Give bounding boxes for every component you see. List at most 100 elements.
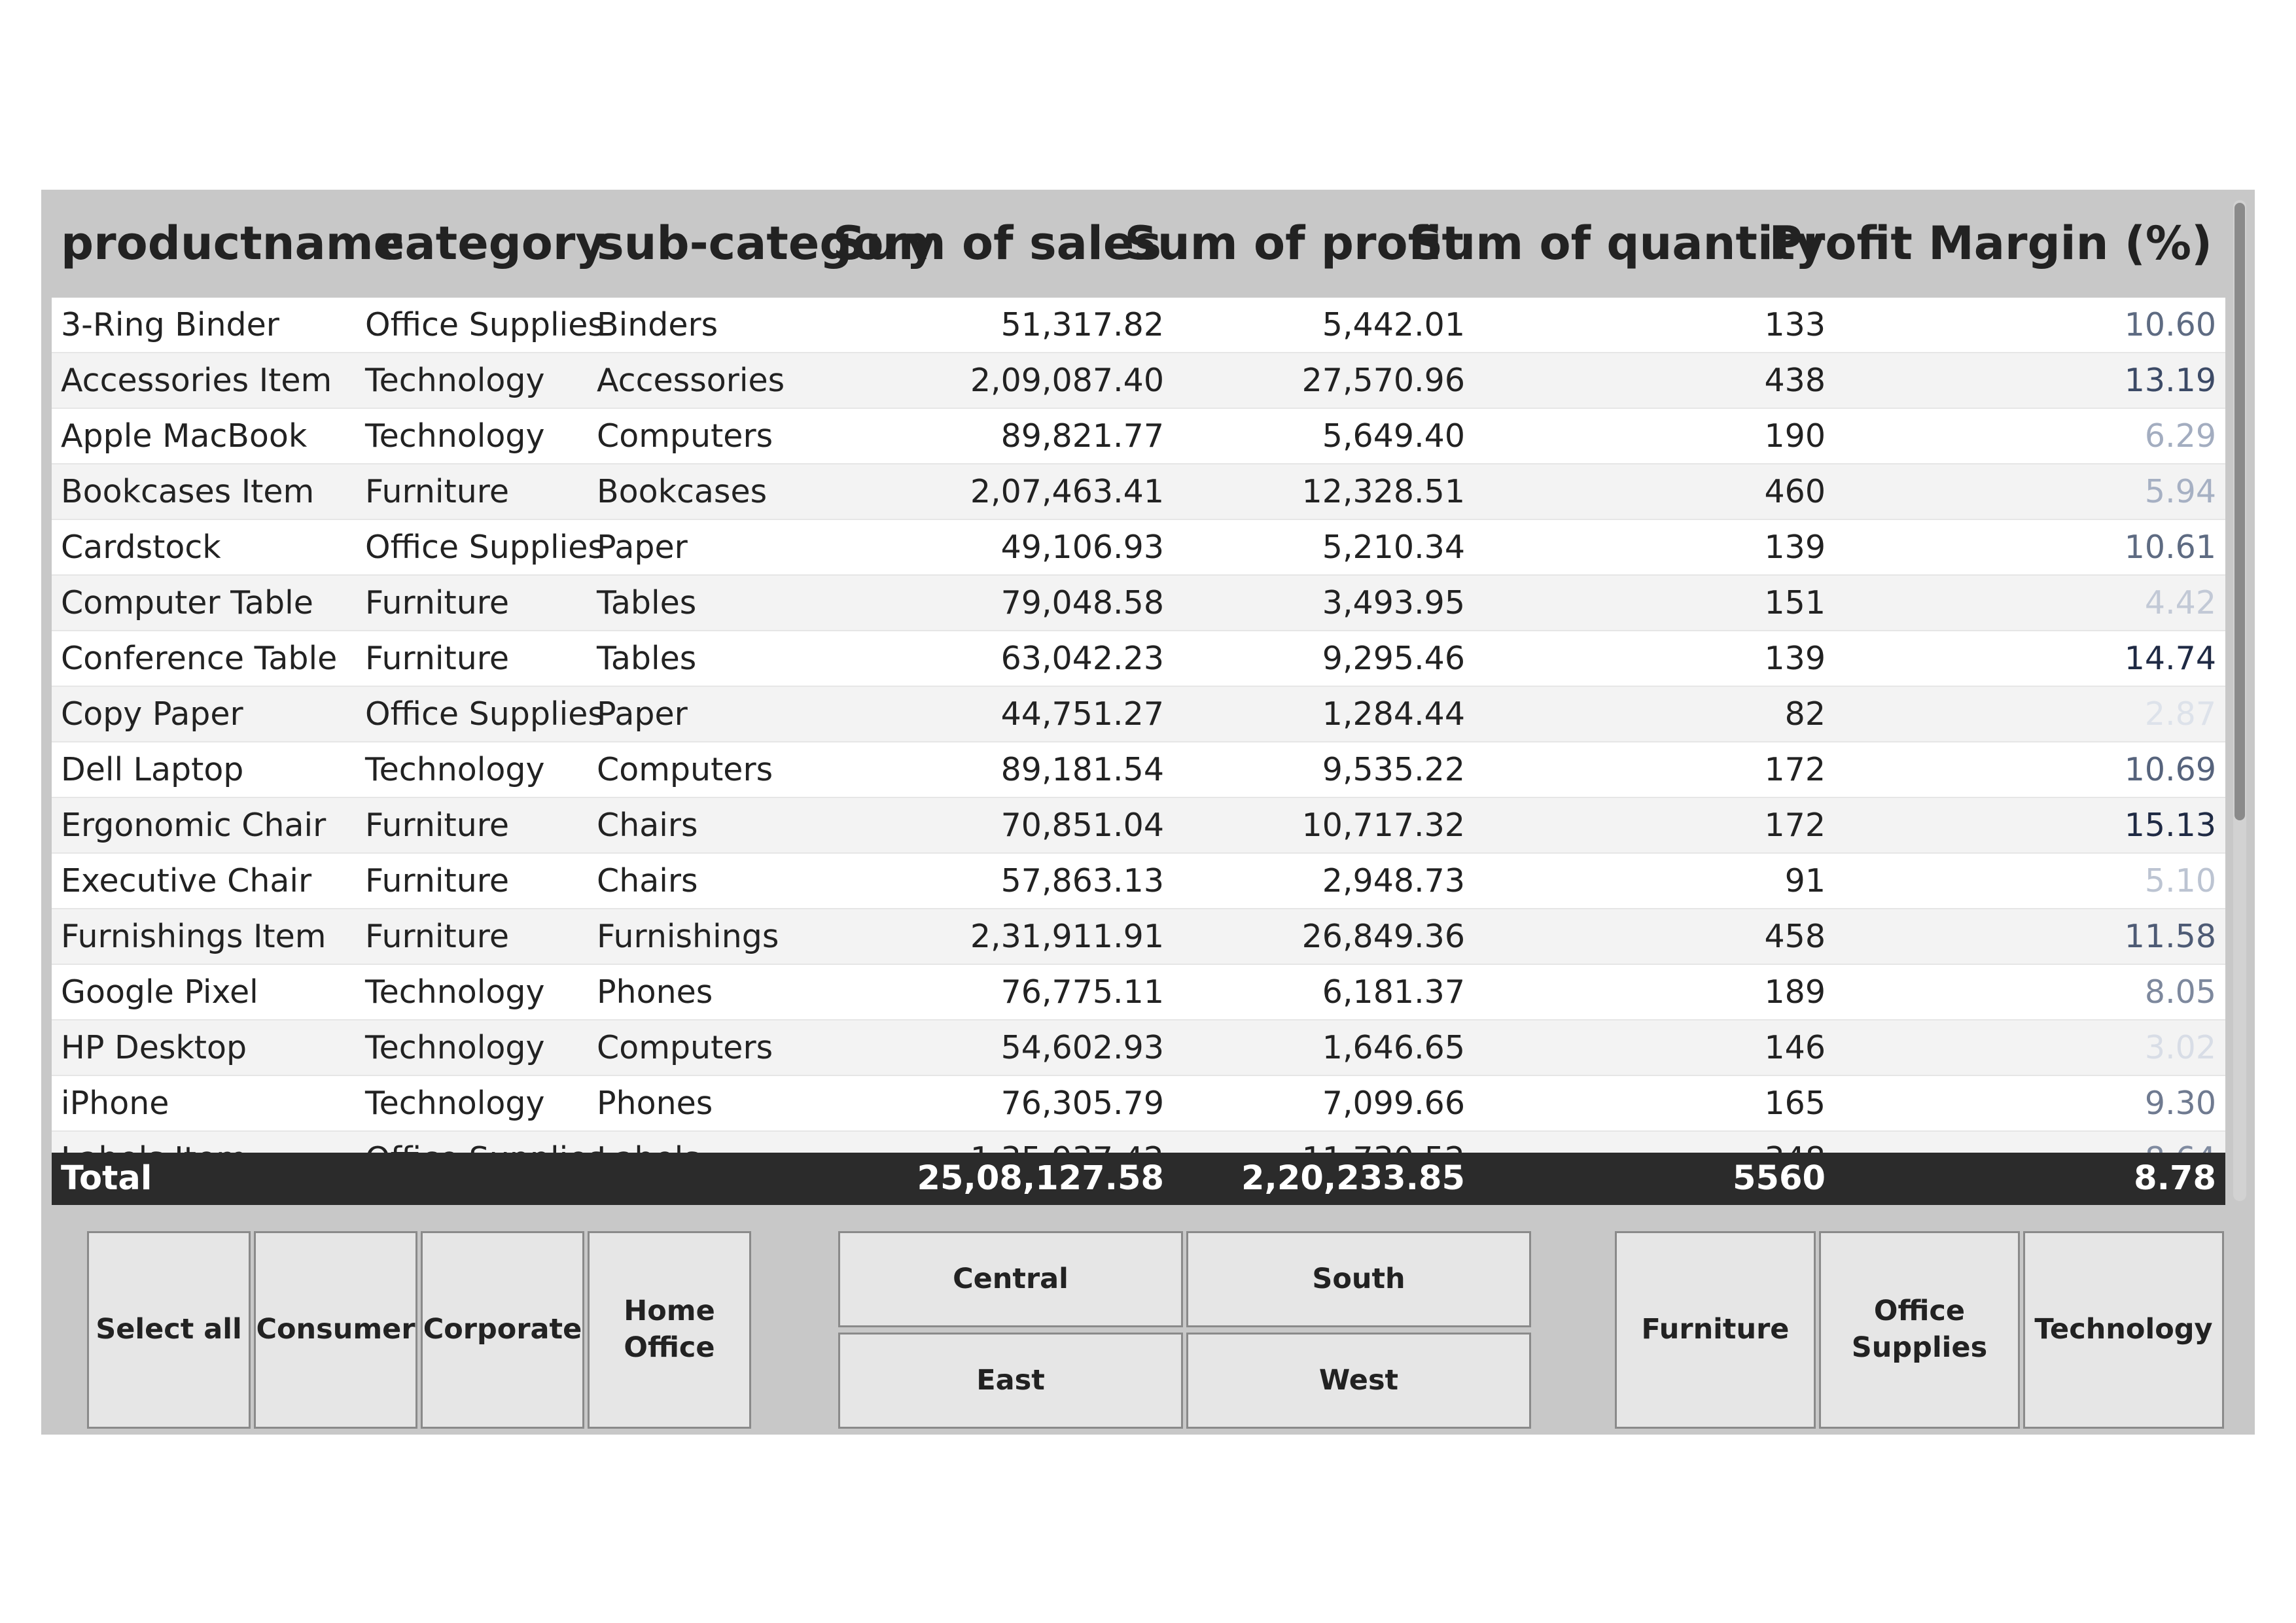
cell-quantity: 458 (1764, 918, 1826, 955)
col-header-sum-of-profit[interactable]: Sum of profit (1124, 217, 1464, 270)
cell-category: Technology (365, 417, 545, 455)
cell-category: Furniture (365, 807, 509, 844)
cell-category: Office Supplies (365, 529, 605, 566)
cell-sales: 57,863.13 (1000, 862, 1164, 899)
cell-profit-margin: 10.69 (2124, 751, 2216, 788)
cell-category: Furniture (365, 473, 509, 510)
cell-category: Technology (365, 362, 545, 399)
table-row[interactable]: 3-Ring Binder Office Supplies Binders 51,31… (52, 298, 2225, 353)
cell-profit: 5,649.40 (1322, 417, 1465, 455)
table-row[interactable]: Dell Laptop Technology Computers 89,181.54 9… (52, 742, 2225, 798)
slicer-region-south[interactable]: South (1186, 1231, 1531, 1327)
total-profit: 2,20,233.85 (1241, 1159, 1465, 1198)
cell-quantity: 146 (1764, 1029, 1826, 1066)
cell-sales: 79,048.58 (1000, 584, 1164, 621)
slicer-category-office-supplies[interactable]: Office Supplies (1819, 1231, 2020, 1429)
total-label: Total (61, 1159, 152, 1198)
cell-profit-margin: 8.05 (2144, 973, 2216, 1011)
cell-sales: 44,751.27 (1000, 695, 1164, 733)
cell-productname: Copy Paper (61, 695, 243, 733)
cell-profit: 7,099.66 (1322, 1085, 1465, 1122)
cell-category: Office Supplies (365, 306, 605, 343)
table-row[interactable]: Ergonomic Chair Furniture Chairs 70,851.04 1… (52, 798, 2225, 854)
total-sales: 25,08,127.58 (917, 1159, 1165, 1198)
cell-sales: 89,181.54 (1000, 751, 1164, 788)
slicer-region-east[interactable]: East (838, 1333, 1183, 1429)
cell-category: Office Supplies (365, 1132, 605, 1153)
cell-quantity: 133 (1764, 306, 1826, 343)
cell-quantity: 190 (1764, 417, 1826, 455)
cell-profit-margin: 6.29 (2144, 417, 2216, 455)
slicer-segment-corporate[interactable]: Corporate (421, 1231, 584, 1429)
total-quantity: 5560 (1733, 1159, 1826, 1198)
cell-productname: HP Desktop (61, 1029, 247, 1066)
cell-sub-category: Paper (597, 529, 688, 566)
cell-category: Furniture (365, 918, 509, 955)
scrollbar-thumb[interactable] (2234, 203, 2245, 820)
cell-category: Technology (365, 1029, 545, 1066)
cell-profit: 11,730.52 (1302, 1132, 1465, 1153)
cell-sub-category: Furnishings (597, 918, 779, 955)
table-row[interactable]: Conference Table Furniture Tables 63,042.23… (52, 631, 2225, 687)
report-panel: productname category sub-category Sum of… (41, 190, 2255, 1435)
cell-sales: 2,07,463.41 (970, 473, 1164, 510)
cell-sub-category: Bookcases (597, 473, 768, 510)
slicer-region-west[interactable]: West (1186, 1333, 1531, 1429)
table-row[interactable]: Computer Table Furniture Tables 79,048.58 3,… (52, 576, 2225, 631)
col-header-productname[interactable]: productname (61, 217, 405, 270)
cell-sub-category: Chairs (597, 862, 698, 899)
cell-sub-category: Binders (597, 306, 718, 343)
cell-productname: 3-Ring Binder (61, 306, 279, 343)
cell-sales: 54,602.93 (1000, 1029, 1164, 1066)
table-row[interactable]: iPhone Technology Phones 76,305.79 7,099.66 1… (52, 1076, 2225, 1132)
table-row[interactable]: Google Pixel Technology Phones 76,775.11 6,1… (52, 965, 2225, 1021)
table-row[interactable]: Labels Item Office SuppliesLabels 1,35,937… (52, 1132, 2225, 1153)
cell-productname: Accessories Item (61, 362, 332, 399)
cell-sales: 76,305.79 (1000, 1085, 1164, 1122)
cell-productname: Ergonomic Chair (61, 807, 327, 844)
table-row[interactable]: HP Desktop Technology Computers 54,602.93 1,… (52, 1021, 2225, 1076)
col-header-sub-category[interactable]: sub-category (597, 217, 936, 270)
cell-profit-margin: 10.60 (2124, 306, 2216, 343)
cell-productname: Furnishings Item (61, 918, 327, 955)
cell-sales: 49,106.93 (1000, 529, 1164, 566)
cell-profit: 10,717.32 (1301, 807, 1465, 844)
cell-profit: 27,570.96 (1301, 362, 1465, 399)
col-header-sum-of-sales[interactable]: Sum of sales (832, 217, 1161, 270)
col-header-sum-of-quantity[interactable]: Sum of quantity (1409, 217, 1825, 270)
cell-profit: 26,849.36 (1301, 918, 1465, 955)
cell-sub-category: Phones (597, 973, 713, 1011)
cell-profit: 2,948.73 (1322, 862, 1465, 899)
table-row[interactable]: Accessories Item Technology Accessories 2,0… (52, 353, 2225, 409)
cell-category: Furniture (365, 640, 509, 677)
slicer-segment-home-office[interactable]: Home Office (588, 1231, 751, 1429)
table-row[interactable]: Apple MacBook Technology Computers 89,821.7… (52, 409, 2225, 464)
table-row[interactable]: Executive Chair Furniture Chairs 57,863.13 2… (52, 854, 2225, 909)
cell-quantity: 82 (1784, 695, 1826, 733)
slicer-category-technology[interactable]: Technology (2023, 1231, 2224, 1429)
cell-profit: 3,493.95 (1322, 584, 1465, 621)
table-row[interactable]: Furnishings Item Furniture Furnishings 2,31… (52, 909, 2225, 965)
cell-category: Furniture (365, 584, 509, 621)
cell-sales: 70,851.04 (1000, 807, 1164, 844)
col-header-category[interactable]: category (378, 217, 606, 270)
slicer-region-central[interactable]: Central (838, 1231, 1183, 1327)
cell-productname: Bookcases Item (61, 473, 315, 510)
slicer-category-furniture[interactable]: Furniture (1615, 1231, 1816, 1429)
cell-sales: 89,821.77 (1000, 417, 1164, 455)
cell-profit-margin: 14.74 (2124, 640, 2216, 677)
slicer-segment-consumer[interactable]: Consumer (254, 1231, 417, 1429)
table-row[interactable]: Copy Paper Office Supplies Paper 44,751.27 1… (52, 687, 2225, 742)
cell-sales: 76,775.11 (1000, 973, 1164, 1011)
cell-productname: Computer Table (61, 584, 313, 621)
cell-productname: Google Pixel (61, 973, 258, 1011)
col-header-profit-margin[interactable]: Profit Margin (%) (1769, 217, 2212, 270)
cell-sub-category: Paper (597, 695, 688, 733)
cell-sales: 2,09,087.40 (970, 362, 1164, 399)
table-row[interactable]: Bookcases Item Furniture Bookcases 2,07,463… (52, 464, 2225, 520)
table-row[interactable]: Cardstock Office Supplies Paper 49,106.93 5,… (52, 520, 2225, 576)
cell-profit: 9,295.46 (1322, 640, 1465, 677)
cell-category: Technology (365, 751, 545, 788)
total-row: Total 25,08,127.58 2,20,233.85 5560 8.78 (52, 1153, 2225, 1205)
slicer-segment-select-all[interactable]: Select all (87, 1231, 251, 1429)
